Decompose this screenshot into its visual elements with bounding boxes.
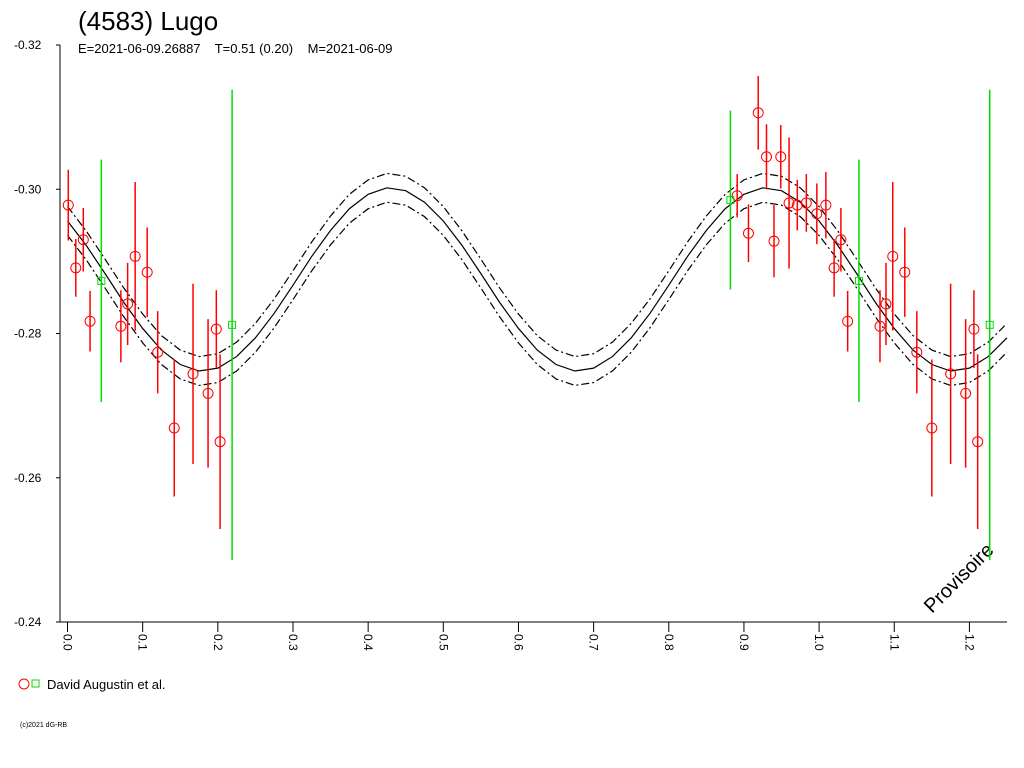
- y-tick-label: -0.24: [14, 615, 42, 629]
- data-point: [760, 151, 772, 163]
- data-point: [911, 346, 923, 358]
- data-point: [731, 190, 743, 202]
- data-point: [62, 199, 74, 211]
- x-tick-label: 0.8: [662, 634, 676, 651]
- data-point: [945, 368, 957, 380]
- y-tick-label: -0.26: [14, 471, 42, 485]
- data-point: [899, 266, 911, 278]
- legend-marker: [18, 678, 30, 690]
- copyright: (c)2021 dG-RB: [20, 722, 67, 729]
- data-point: [228, 320, 237, 329]
- x-tick-label: 0.4: [361, 634, 375, 651]
- data-point: [141, 266, 153, 278]
- y-tick-label: -0.32: [14, 38, 42, 52]
- data-point: [835, 234, 847, 246]
- data-point: [811, 208, 823, 220]
- data-point: [800, 197, 812, 209]
- data-point: [960, 387, 972, 399]
- y-tick-label: -0.30: [14, 182, 42, 196]
- data-point: [752, 107, 764, 119]
- x-tick-label: 0.3: [286, 634, 300, 651]
- subtitle: E=2021-06-09.26887 T=0.51 (0.20) M=2021-…: [78, 41, 393, 56]
- x-tick-label: 0.7: [587, 634, 601, 651]
- data-point: [775, 151, 787, 163]
- model-curve: [67, 172, 1008, 358]
- x-tick-label: 1.2: [962, 634, 976, 651]
- x-tick-label: 0.6: [511, 634, 525, 651]
- data-point: [152, 346, 164, 358]
- y-tick-label: -0.28: [14, 327, 42, 341]
- data-point: [187, 368, 199, 380]
- data-point: [926, 422, 938, 434]
- model-curve: [67, 187, 1008, 372]
- x-tick-label: 1.0: [812, 634, 826, 651]
- data-point: [742, 227, 754, 239]
- data-point: [70, 262, 82, 274]
- data-point: [968, 323, 980, 335]
- data-point: [168, 422, 180, 434]
- model-curve: [67, 201, 1008, 387]
- data-point: [972, 436, 984, 448]
- data-point: [887, 250, 899, 262]
- data-point: [202, 387, 214, 399]
- x-tick-label: 0.2: [211, 634, 225, 651]
- x-tick-label: 0.9: [737, 634, 751, 651]
- data-point: [122, 298, 134, 310]
- data-point: [854, 276, 863, 285]
- data-point: [985, 320, 994, 329]
- data-point: [880, 298, 892, 310]
- data-point: [129, 250, 141, 262]
- data-point: [820, 199, 832, 211]
- data-point: [84, 315, 96, 327]
- chart-title: (4583) Lugo: [78, 6, 218, 36]
- data-point: [115, 320, 127, 332]
- data-point: [214, 436, 226, 448]
- x-tick-label: 0.5: [436, 634, 450, 651]
- data-point: [874, 320, 886, 332]
- data-point: [828, 262, 840, 274]
- data-point: [210, 323, 222, 335]
- data-point: [768, 235, 780, 247]
- legend-marker: [31, 679, 40, 688]
- x-tick-label: 1.1: [887, 634, 901, 651]
- legend-label: David Augustin et al.: [47, 677, 166, 692]
- data-point: [842, 315, 854, 327]
- data-point: [97, 276, 106, 285]
- data-point: [726, 196, 735, 205]
- x-tick-label: 0.1: [136, 634, 150, 651]
- x-tick-label: 0.0: [61, 634, 75, 651]
- data-point: [783, 197, 795, 209]
- data-point: [77, 234, 89, 246]
